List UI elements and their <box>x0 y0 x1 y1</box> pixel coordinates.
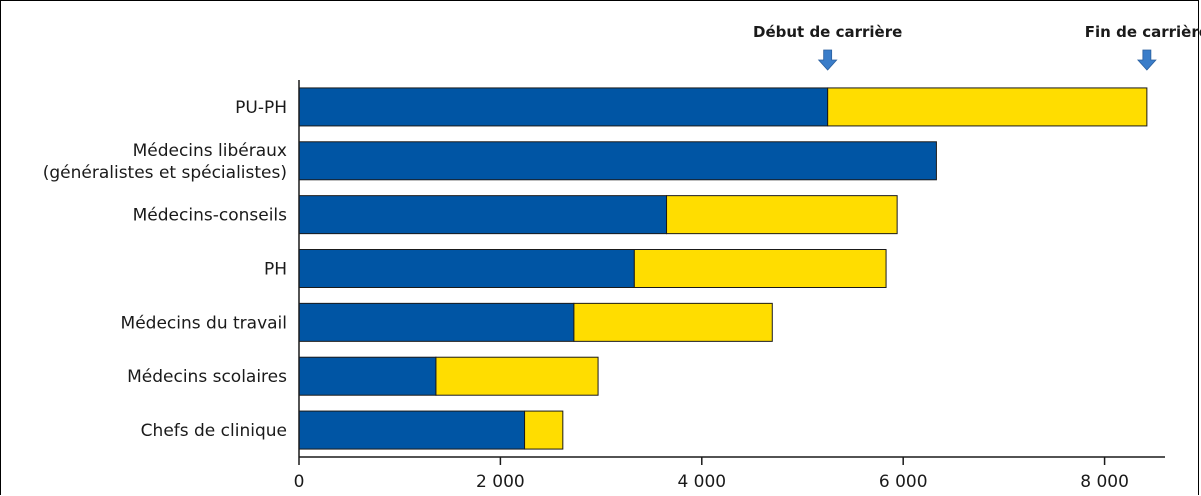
bar-fin-6 <box>524 410 564 450</box>
down-arrow-icon <box>817 49 838 71</box>
category-label: Chefs de clinique <box>141 421 287 441</box>
bar-fin-5 <box>435 356 599 396</box>
x-tick-label: 8 000 <box>1080 472 1129 492</box>
legend-label-fin: Fin de carrière <box>1085 23 1201 41</box>
bar-fin-2 <box>666 195 898 235</box>
bar-debut-0 <box>298 87 829 127</box>
x-tick-label: 2 000 <box>476 472 525 492</box>
category-labels: PU-PH Médecins libéraux(généralistes et s… <box>43 98 287 441</box>
bar-debut-1 <box>298 141 937 181</box>
bars-group <box>298 87 1148 450</box>
bar-debut-5 <box>298 356 437 396</box>
bar-debut-3 <box>298 249 635 288</box>
category-label: PH <box>264 260 287 280</box>
category-label: PU-PH <box>235 98 287 118</box>
bar-fin-0 <box>827 87 1148 127</box>
category-label: Médecins du travail <box>121 313 287 333</box>
category-label: Médecins-conseils <box>133 206 287 226</box>
category-label: Médecins libéraux <box>133 141 287 161</box>
x-tick-label: 0 <box>294 472 305 492</box>
category-label: Médecins scolaires <box>127 367 287 387</box>
x-tick-label: 4 000 <box>677 472 726 492</box>
bar-fin-3 <box>633 249 887 288</box>
bar-debut-4 <box>298 302 575 342</box>
career-markers: Début de carrière Fin de carrière <box>753 23 1201 71</box>
x-axis: 0 2 000 4 000 6 000 8 000 <box>294 80 1165 492</box>
category-label: (généralistes et spécialistes) <box>43 163 287 183</box>
legend-label-debut: Début de carrière <box>753 23 902 41</box>
down-arrow-icon <box>1136 49 1157 71</box>
bar-fin-4 <box>573 302 773 342</box>
bar-debut-2 <box>298 195 668 235</box>
bar-debut-6 <box>298 410 526 450</box>
x-tick-label: 6 000 <box>879 472 928 492</box>
